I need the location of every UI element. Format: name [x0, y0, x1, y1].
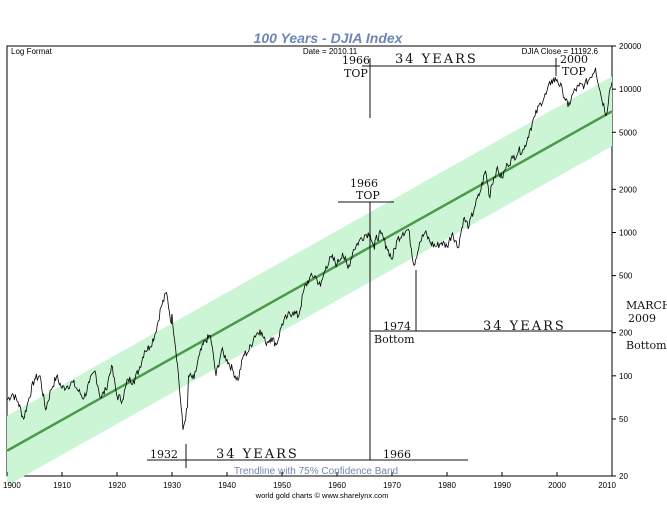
march-bottom: Bottom	[626, 339, 667, 352]
x-tick-label: 1990	[493, 481, 511, 490]
mid-1966-year: 1966	[350, 177, 378, 190]
march-year: 2009	[628, 312, 656, 325]
x-tick-label: 2000	[548, 481, 566, 490]
top-2000-year: 2000	[560, 53, 588, 66]
x-tick-label: 1970	[383, 481, 401, 490]
x-tick-label: 1980	[438, 481, 456, 490]
y-tick-label: 10000	[619, 85, 642, 94]
x-axis: 1900 1910 1920 1930 1940 1950 1960 1970 1980 1990…	[3, 472, 617, 490]
trendline-caption: Trendline with 75% Confidence Band	[234, 466, 398, 477]
bottom-1974-label: Bottom	[374, 333, 415, 346]
x-tick-label: 1940	[218, 481, 236, 490]
y-tick-label: 5000	[619, 128, 637, 137]
y-tick-label: 2000	[619, 185, 637, 194]
x-tick-label: 1960	[328, 481, 346, 490]
y-tick-label: 200	[619, 329, 633, 338]
djia-series-line	[6, 67, 613, 430]
y-tick-label: 50	[619, 415, 628, 424]
x-tick-label: 1930	[163, 481, 181, 490]
x-tick-label: 1950	[273, 481, 291, 490]
y-tick-label: 20000	[619, 42, 642, 51]
march-label: MARCH	[626, 299, 667, 312]
x-tick-label: 1910	[53, 481, 71, 490]
annotations	[147, 58, 612, 468]
top-1966-year: 1966	[342, 54, 370, 67]
scale-label: Log Format	[11, 47, 53, 56]
chart-title: 100 Years - DJIA Index	[254, 30, 404, 46]
x-tick-label: 1900	[3, 481, 21, 490]
x-tick-label: 1920	[108, 481, 126, 490]
date-label: Date = 2010.11	[303, 47, 358, 56]
plot-frame	[6, 45, 613, 477]
top-34-years: 34 YEARS	[395, 52, 478, 67]
close-label: DJIA Close = 11192.6	[522, 47, 599, 56]
top-2000-top: TOP	[562, 65, 586, 78]
low-1966-year: 1966	[383, 448, 411, 461]
y-tick-label: 100	[619, 372, 633, 381]
low-34-years: 34 YEARS	[216, 447, 299, 462]
y-axis: 20000 10000 5000 2000 1000 500 200 100 50 20	[612, 42, 642, 481]
y-tick-label: 500	[619, 272, 633, 281]
bottom-34-years: 34 YEARS	[483, 319, 566, 334]
credit-line: world gold charts © www.sharelynx.com	[255, 491, 389, 500]
trendline	[6, 110, 613, 452]
low-1932-year: 1932	[150, 448, 178, 461]
mid-1966-top: TOP	[356, 189, 380, 202]
bottom-1974-year: 1974	[383, 320, 411, 333]
top-1966-top: TOP	[344, 67, 368, 80]
y-tick-label: 20	[619, 472, 628, 481]
y-tick-label: 1000	[619, 228, 637, 237]
x-tick-label: 2010	[598, 481, 616, 490]
